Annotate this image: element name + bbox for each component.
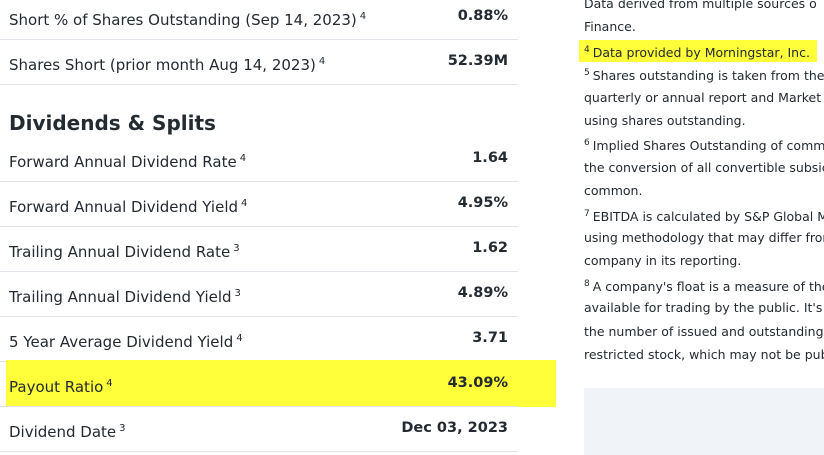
stat-row: Shares Short (prior month Aug 14, 2023) 4… [0,39,518,85]
footnote-text: Finance. [584,19,636,35]
ad-box [584,388,824,455]
label-text: Short % of Shares Outstanding (Sep 14, 2… [9,11,357,29]
label-text: Forward Annual Dividend Rate [9,153,237,171]
stat-value: 1.62 [472,240,508,256]
stat-value: 4.89% [457,285,508,301]
footnote-ref: 4 [359,11,367,22]
footnote-line: company in its reporting. [584,249,741,272]
footnote-ref: 3 [119,423,126,434]
footnote-ref: 3 [233,243,240,254]
footnote-text: quarterly or annual report and Market [584,89,822,105]
footnote-text: restricted stock, which may not be pub [584,347,824,362]
footnote-text: A company's float is a measure of the [592,278,824,294]
label-text: Forward Annual Dividend Yield [9,198,239,216]
stat-value: 4.95% [457,195,508,211]
section-title: Dividends & Splits [9,111,216,135]
label-text: Trailing Annual Dividend Rate [9,243,231,261]
footnote-line: 4 Data provided by Morningstar, Inc. [584,39,810,64]
stat-value: 0.88% [457,8,508,24]
stat-row: Short % of Shares Outstanding (Sep 14, 2… [0,0,518,40]
footnote-text: common. [584,183,643,199]
highlight [579,39,817,62]
footnote-line: quarterly or annual report and Market [584,86,821,109]
footnote-text: available for trading by the public. It'… [584,300,824,316]
label-text: Trailing Annual Dividend Yield [9,288,232,306]
footnote-line: 7 EBITDA is calculated by S&P Global M [584,203,824,228]
stat-label: Forward Annual Dividend Yield 4 [9,181,247,230]
label-text: Dividend Date [9,423,117,441]
stats-table: Short % of Shares Outstanding (Sep 14, 2… [0,0,556,452]
stat-row: Trailing Annual Dividend Yield 3 4.89% [0,271,518,317]
footnote-text: using shares outstanding. [584,113,746,128]
highlight [6,360,556,407]
stat-label: Dividend Date 3 [9,406,126,455]
footnote-line: Finance. [584,15,636,38]
footnote-number: 4 [584,44,590,55]
stat-label: Trailing Annual Dividend Rate 3 [9,226,240,275]
stat-row: Payout Ratio 4 43.09% [0,361,518,407]
footnote-text: EBITDA is calculated by S&P Global M [592,208,824,224]
footnote-text: Implied Shares Outstanding of comm [592,138,824,154]
stat-label: Trailing Annual Dividend Yield 3 [9,271,241,320]
footnote-text: Data derived from multiple sources o [584,0,817,11]
footnote-ref: 4 [318,56,326,67]
footnote-line: common. [584,179,642,202]
footnote-line: the conversion of all convertible subsic [584,156,824,179]
stat-row: Forward Annual Dividend Yield 4 4.95% [0,181,518,227]
footnote-line: 5 Shares outstanding is taken from the [584,62,824,87]
stat-value: 1.64 [472,150,508,166]
footnote-line: Data derived from multiple sources o [584,0,817,15]
footnote-number: 8 [584,278,590,289]
footnote-number: 7 [584,208,590,219]
stat-label: Forward Annual Dividend Rate 4 [9,136,246,185]
footnote-text: Data provided by Morningstar, Inc. [592,44,810,60]
footnote-line: using methodology that may differ fror [584,226,824,249]
footnote-line: using shares outstanding. [584,109,746,132]
label-text: Shares Short (prior month Aug 14, 2023) [9,56,316,74]
footnote-line: 6 Implied Shares Outstanding of comm [584,132,824,157]
label-text: 5 Year Average Dividend Yield [9,333,234,351]
stat-label: Shares Short (prior month Aug 14, 2023) 4 [9,39,325,88]
footnote-ref: 4 [241,198,248,209]
footnote-line: the number of issued and outstanding [584,320,824,343]
stat-label: Short % of Shares Outstanding (Sep 14, 2… [9,0,366,43]
footnote-text: Shares outstanding is taken from the [592,68,824,84]
stat-label: Payout Ratio 4 [9,361,113,410]
stat-row: Trailing Annual Dividend Rate 3 1.62 [0,226,518,272]
footnote-line: available for trading by the public. It'… [584,296,824,319]
footnote-number: 6 [584,138,590,149]
footnote-line: restricted stock, which may not be pub [584,343,824,366]
footnote-ref: 3 [234,288,241,299]
footnote-text: using methodology that may differ fror [584,230,824,245]
footnote-ref: 4 [106,378,113,389]
label-text: Payout Ratio [9,378,104,396]
stat-row: Dividend Date 3 Dec 03, 2023 [0,406,518,452]
footnote-number: 5 [584,68,590,79]
footnote-ref: 4 [236,333,243,344]
footnote-ref: 4 [239,153,247,164]
stat-value: 3.71 [472,330,508,346]
stat-row: Forward Annual Dividend Rate 4 1.64 [0,136,518,182]
footnote-text: the conversion of all convertible subsic [584,159,824,175]
stat-label: 5 Year Average Dividend Yield 4 [9,316,243,365]
footnote-text: company in its reporting. [584,253,742,269]
stat-value: 52.39M [447,53,508,69]
stat-value: 43.09% [447,375,508,391]
stat-value: Dec 03, 2023 [401,420,508,436]
footnote-text: the number of issued and outstanding [584,323,824,339]
